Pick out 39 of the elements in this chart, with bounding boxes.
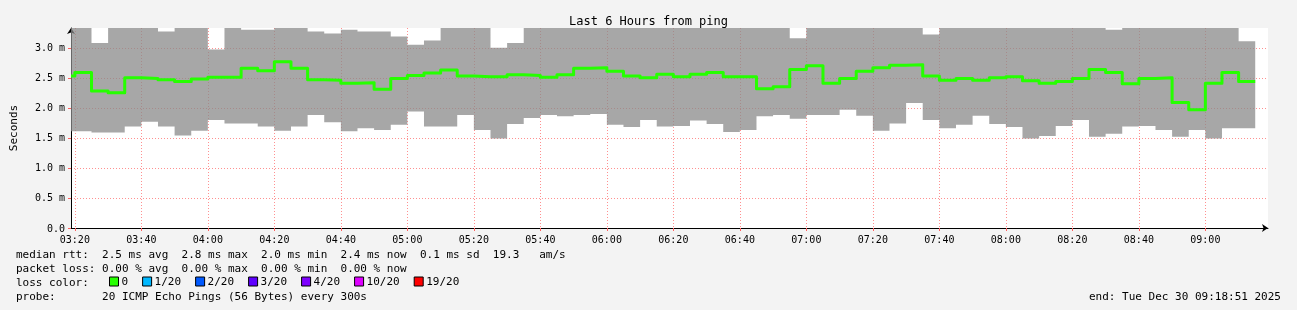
text: median rtt: 2.5 ms avg 2.8 ms max 2.0 ms min 2.4 ms now 0.1 ms sd 19.3 am/s	[16, 248, 566, 261]
x-tick-label: 05:40	[525, 233, 556, 245]
x-tick-label: 06:20	[658, 233, 689, 245]
y-tick-label: 0.0	[46, 222, 65, 234]
x-tick-label: 03:20	[59, 233, 90, 245]
x-tick-label: 08:00	[990, 233, 1021, 245]
x-tick-label: 04:00	[192, 233, 223, 245]
x-tick-label: 07:20	[857, 233, 888, 245]
y-tick-label: 1.5 m	[34, 132, 65, 144]
y-axis-title: Seconds	[7, 104, 20, 152]
legend-label: 19/20	[426, 275, 460, 288]
legend-label: 10/20	[366, 275, 400, 288]
x-tick-label: 07:40	[924, 233, 955, 245]
text: end: Tue Dec 30 09:18:51 2025	[1088, 290, 1281, 303]
y-tick-label: 2.0 m	[34, 102, 65, 114]
y-tick-label: 2.5 m	[34, 72, 65, 84]
text: loss color:	[16, 276, 89, 289]
legend-label: 2/20	[207, 275, 235, 288]
x-tick-label: 08:40	[1123, 233, 1154, 245]
text: packet loss: 0.00 % avg 0.00 % max 0.00 % min 0.00 % now	[16, 262, 407, 275]
x-tick-label: 04:40	[325, 233, 356, 245]
x-tick-label: 09:00	[1190, 233, 1221, 245]
legend-label: 1/20	[154, 275, 182, 288]
legend-label: 0	[121, 275, 129, 288]
legend-label: 4/20	[313, 275, 341, 288]
x-tick-label: 08:20	[1057, 233, 1088, 245]
chart-title: Last 6 Hours from ping	[569, 14, 728, 28]
x-tick-label: 04:20	[259, 233, 290, 245]
x-tick-label: 07:00	[791, 233, 822, 245]
y-tick-label: 0.5 m	[34, 192, 65, 204]
x-tick-label: 06:40	[724, 233, 755, 245]
y-tick-label: 3.0 m	[34, 42, 65, 54]
x-tick-label: 03:40	[126, 233, 157, 245]
text: probe: 20 ICMP Echo Pings (56 Bytes) every 300s	[16, 290, 367, 303]
legend-label: 3/20	[260, 275, 288, 288]
y-tick-label: 1.0 m	[34, 162, 65, 174]
x-tick-label: 05:20	[458, 233, 489, 245]
x-tick-label: 06:00	[591, 233, 622, 245]
x-tick-label: 05:00	[392, 233, 423, 245]
